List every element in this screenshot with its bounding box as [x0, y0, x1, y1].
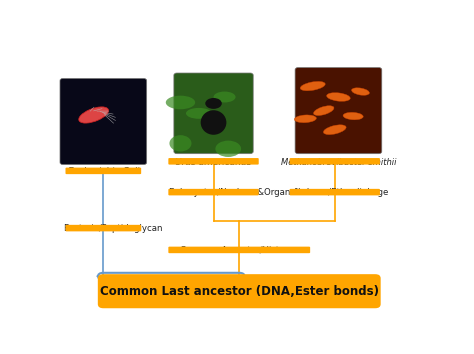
Text: Common Last ancestor (DNA,Ester bonds): Common Last ancestor (DNA,Ester bonds): [100, 285, 379, 298]
Ellipse shape: [343, 112, 363, 120]
Ellipse shape: [327, 93, 350, 101]
Ellipse shape: [186, 108, 212, 119]
Text: Escherichia Coli: Escherichia Coli: [68, 166, 139, 176]
Ellipse shape: [170, 135, 191, 152]
FancyBboxPatch shape: [290, 158, 380, 165]
Ellipse shape: [313, 106, 334, 115]
Text: Bacteria/Peptidoglycan: Bacteria/Peptidoglycan: [63, 224, 163, 233]
Text: Archaea/Ether linkage: Archaea/Ether linkage: [292, 188, 388, 197]
Ellipse shape: [79, 107, 109, 123]
Ellipse shape: [352, 88, 369, 95]
Text: Common Ancestor/Histones: Common Ancestor/Histones: [181, 246, 301, 255]
Text: Urus americanus: Urus americanus: [175, 158, 252, 167]
Ellipse shape: [294, 115, 316, 123]
FancyBboxPatch shape: [65, 225, 141, 232]
FancyBboxPatch shape: [168, 158, 259, 165]
Ellipse shape: [205, 98, 222, 109]
Ellipse shape: [323, 125, 346, 135]
Ellipse shape: [201, 110, 227, 135]
Ellipse shape: [166, 96, 195, 109]
FancyBboxPatch shape: [168, 189, 259, 195]
Ellipse shape: [300, 81, 325, 91]
FancyBboxPatch shape: [168, 247, 310, 253]
FancyBboxPatch shape: [290, 189, 380, 195]
FancyBboxPatch shape: [174, 73, 253, 154]
FancyBboxPatch shape: [65, 167, 141, 174]
Ellipse shape: [213, 92, 236, 102]
Text: Eukaryotes/Nucleus &Organelles: Eukaryotes/Nucleus &Organelles: [169, 188, 311, 197]
FancyBboxPatch shape: [98, 274, 381, 308]
Ellipse shape: [215, 141, 241, 157]
FancyBboxPatch shape: [295, 68, 382, 154]
FancyBboxPatch shape: [60, 79, 146, 165]
Text: Methanobrevibacter smithii: Methanobrevibacter smithii: [281, 158, 396, 167]
